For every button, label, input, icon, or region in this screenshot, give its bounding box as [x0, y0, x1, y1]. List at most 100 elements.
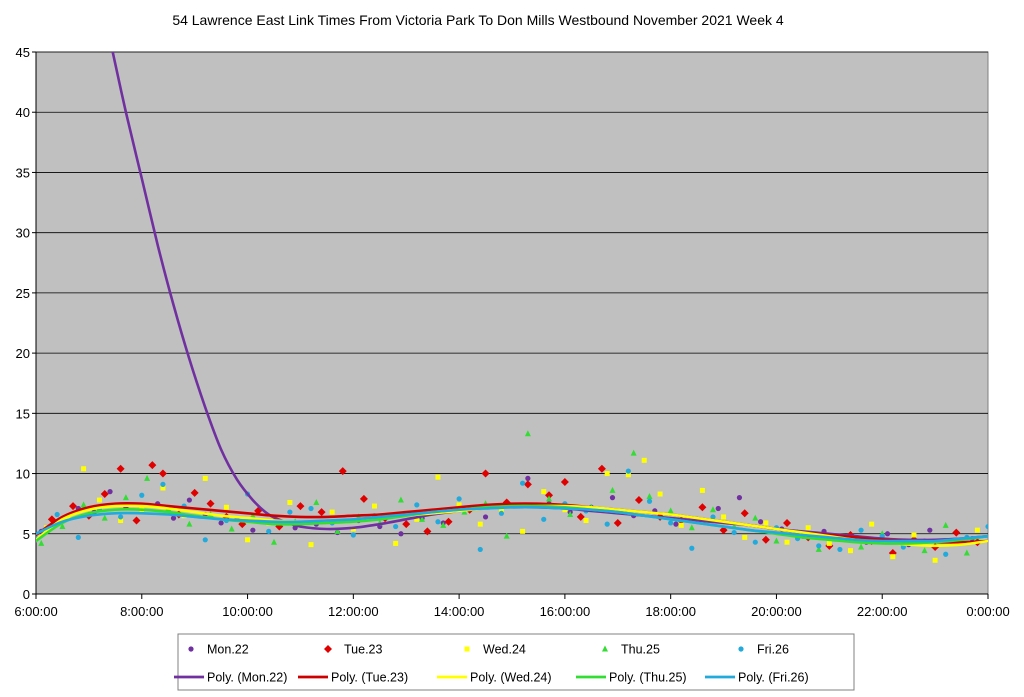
legend-marker: [188, 646, 194, 652]
x-tick-label: 16:00:00: [540, 604, 591, 619]
y-tick-label: 5: [23, 527, 30, 542]
data-point: [206, 499, 215, 508]
legend-label: Fri.26: [757, 643, 789, 657]
data-point: [144, 474, 151, 481]
data-point: [202, 537, 208, 543]
data-point: [419, 515, 426, 522]
y-tick-label: 0: [23, 587, 30, 602]
data-point: [245, 537, 251, 543]
data-point: [139, 492, 145, 498]
data-point: [805, 525, 811, 531]
data-point: [752, 514, 759, 521]
trendline-poly-fri-26: [36, 505, 988, 543]
data-point: [890, 554, 896, 560]
x-tick-label: 6:00:00: [14, 604, 57, 619]
data-point: [308, 542, 314, 548]
data-point: [393, 523, 399, 530]
data-point: [287, 499, 293, 505]
data-point: [604, 471, 610, 477]
data-point: [456, 496, 462, 502]
data-point: [826, 540, 832, 546]
data-point: [398, 531, 404, 537]
data-point: [613, 518, 622, 527]
legend-item: Mon.22: [188, 643, 249, 657]
data-point: [731, 529, 737, 536]
data-point: [740, 509, 749, 518]
x-axis: 6:00:00 8:00:00 10:00:00 12:00:00 14:00:00 16…: [14, 593, 1010, 619]
data-point: [597, 464, 606, 473]
legend-marker: [602, 645, 608, 652]
y-tick-label: 10: [16, 467, 30, 482]
data-point: [69, 502, 78, 511]
data-point: [761, 535, 770, 544]
x-tick-label: 22:00:00: [857, 604, 908, 619]
y-tick-label: 45: [16, 45, 30, 60]
data-point: [329, 509, 335, 515]
data-point: [609, 486, 616, 493]
data-point: [545, 491, 554, 500]
data-point: [641, 457, 647, 463]
data-point: [122, 494, 129, 501]
data-point: [815, 545, 822, 552]
data-point: [118, 514, 124, 520]
data-point: [869, 521, 875, 527]
data-point: [520, 528, 526, 534]
data-point: [96, 497, 102, 503]
data-point: [974, 527, 980, 533]
data-point: [118, 518, 124, 524]
y-axis: 0 5 10 15 20 25 30 35 40 45: [16, 45, 37, 602]
trendlines: [36, 52, 988, 548]
data-point: [541, 489, 547, 495]
legend-item: Poly. (Thu.25): [576, 671, 687, 685]
data-point: [847, 548, 853, 554]
data-point: [523, 480, 532, 489]
x-tick-label: 10:00:00: [222, 604, 273, 619]
data-point: [646, 492, 653, 499]
data-point: [477, 546, 483, 553]
x-tick-label: 18:00:00: [645, 604, 696, 619]
y-tick-label: 25: [16, 286, 30, 301]
data-point: [296, 502, 305, 511]
data-point: [498, 510, 505, 516]
data-point: [75, 534, 81, 540]
data-point: [435, 519, 441, 525]
data-point: [158, 469, 167, 478]
data-point: [481, 469, 490, 478]
data-point: [858, 527, 864, 533]
legend-label: Mon.22: [207, 643, 249, 657]
data-point: [456, 502, 462, 508]
data-point: [985, 523, 988, 530]
legend-label: Poly. (Mon.22): [207, 671, 287, 685]
x-tick-label: 14:00:00: [434, 604, 485, 619]
data-point: [423, 527, 432, 536]
legend-item: Poly. (Tue.23): [298, 671, 408, 685]
chart-title: 54 Lawrence East Link Times From Victori…: [172, 12, 784, 28]
legend-label: Poly. (Tue.23): [331, 671, 408, 685]
legend-label: Poly. (Thu.25): [609, 671, 687, 685]
data-point: [546, 495, 553, 502]
legend-item: Fri.26: [738, 643, 789, 657]
data-point: [482, 514, 489, 520]
x-tick-label: 8:00:00: [120, 604, 163, 619]
data-point: [576, 512, 585, 521]
y-tick-label: 30: [16, 226, 30, 241]
legend-item: Poly. (Wed.24): [437, 671, 552, 685]
legend-label: Poly. (Fri.26): [738, 671, 809, 685]
legend-marker: [324, 645, 332, 653]
data-point: [604, 521, 610, 527]
data-point: [266, 528, 272, 534]
data-point: [560, 477, 569, 486]
legend-marker: [464, 646, 470, 652]
data-point: [757, 519, 764, 525]
legend-item: Tue.23: [324, 643, 383, 657]
data-point: [38, 539, 45, 546]
data-point: [784, 539, 790, 545]
data-point: [678, 522, 684, 528]
data-point: [609, 495, 616, 501]
data-point: [524, 430, 531, 437]
data-point: [567, 511, 574, 518]
data-point: [668, 520, 674, 526]
data-point: [440, 521, 447, 528]
data-point: [334, 527, 341, 534]
data-point: [583, 518, 589, 524]
